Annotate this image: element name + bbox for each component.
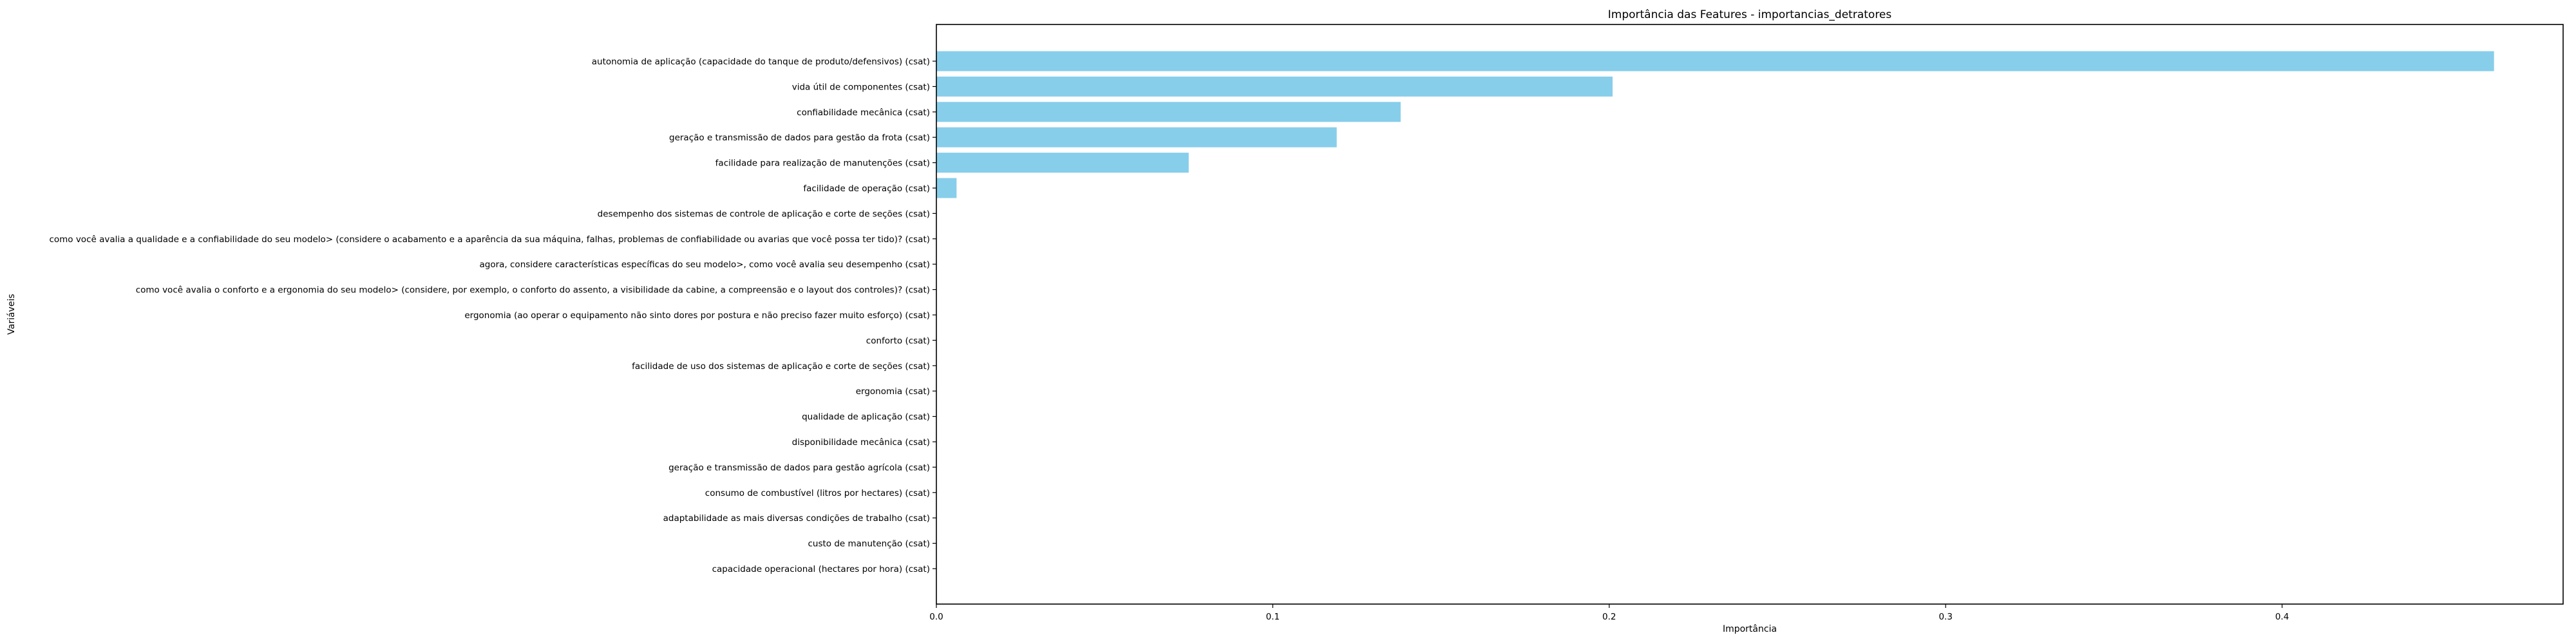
bar <box>936 153 1189 173</box>
y-tick-label: capacidade operacional (hectares por hor… <box>712 564 930 574</box>
y-tick-label: ergonomia (ao operar o equipamento não s… <box>464 310 930 321</box>
bar <box>936 51 2494 71</box>
bar <box>936 127 1337 147</box>
x-tick-label: 0.3 <box>1938 612 1952 622</box>
y-tick-label: geração e transmissão de dados para gest… <box>668 462 930 473</box>
bar <box>936 178 957 198</box>
y-tick-label: como você avalia a qualidade e a confiab… <box>49 234 930 245</box>
y-tick-label: custo de manutenção (csat) <box>808 539 930 549</box>
bar <box>936 76 1613 97</box>
x-tick-label: 0.4 <box>2275 612 2289 622</box>
x-tick-label: 0.1 <box>1266 612 1280 622</box>
y-tick-label: qualidade de aplicação (csat) <box>802 412 930 422</box>
y-axis-label: Variáveis <box>6 294 17 334</box>
y-tick-label: facilidade para realização de manutençõe… <box>715 158 930 169</box>
x-axis-label: Importância <box>1723 624 1777 634</box>
y-tick-label: adaptabilidade as mais diversas condiçõe… <box>663 513 930 524</box>
y-tick-label: disponibilidade mecânica (csat) <box>792 437 930 448</box>
y-tick-label: consumo de combustível (litros por hecta… <box>705 488 930 498</box>
bar <box>936 102 1401 122</box>
y-tick-label: como você avalia o conforto e a ergonomi… <box>136 285 930 296</box>
axes-frame <box>936 24 2564 605</box>
x-tick-layer: 0.0 0.1 0.2 0.3 0.4 <box>929 604 2289 622</box>
x-tick-label: 0.0 <box>929 612 943 622</box>
y-tick-label: agora, considere características específ… <box>480 260 931 270</box>
y-tick-label: confiabilidade mecânica (csat) <box>797 108 930 118</box>
y-tick-label: conforto (csat) <box>866 336 930 346</box>
y-tick-label: vida útil de componentes (csat) <box>792 82 930 92</box>
y-tick-label: facilidade de operação (csat) <box>803 184 930 194</box>
bars-layer <box>936 51 2494 198</box>
y-tick-label: autonomia de aplicação (capacidade do ta… <box>592 57 930 67</box>
y-tick-label: facilidade de uso dos sistemas de aplica… <box>632 361 930 372</box>
y-tick-label: geração e transmissão de dados para gest… <box>669 133 930 143</box>
x-tick-label: 0.2 <box>1602 612 1616 622</box>
chart-title: Importância das Features - importancias_… <box>1608 8 1892 21</box>
y-tick-label: desempenho dos sistemas de controle de a… <box>598 209 930 219</box>
y-tick-layer: autonomia de aplicação (capacidade do ta… <box>49 57 936 574</box>
y-tick-label: ergonomia (csat) <box>856 386 930 397</box>
